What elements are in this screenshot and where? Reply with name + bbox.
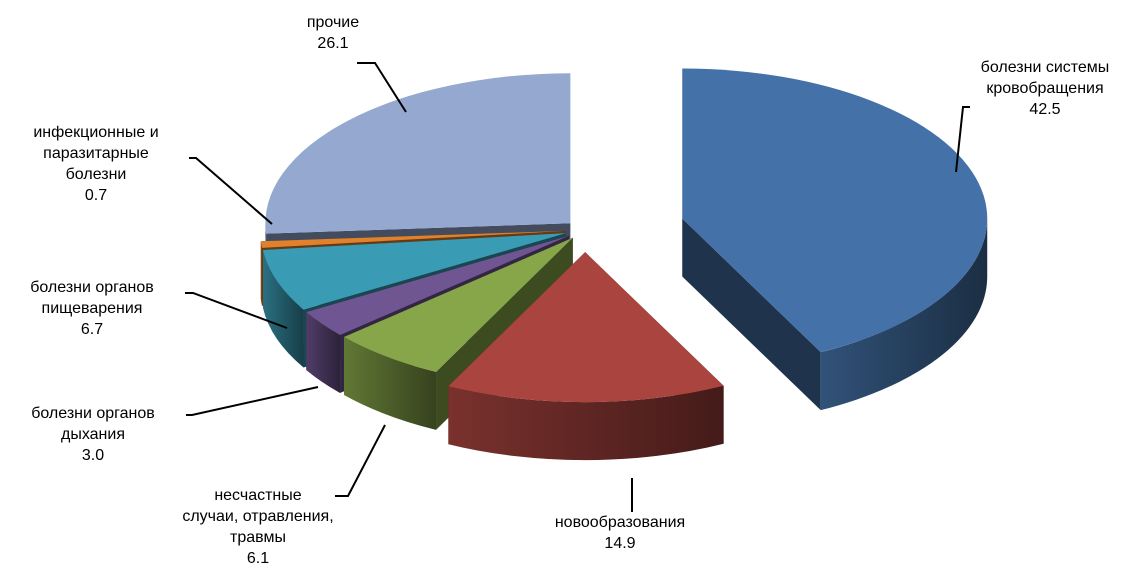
leader-line-2: [335, 424, 386, 497]
slice-name-line: паразитарные: [43, 145, 149, 162]
leader-line-6: [357, 62, 407, 113]
slice-label-4: болезни органов пищеварения 6.7: [30, 279, 288, 338]
slice-label-2: несчастные случаи, отравления, травмы 6.1: [182, 424, 386, 567]
slice-name-line: травмы: [230, 529, 286, 546]
slice-label-5: инфекционные и паразитарные болезни 0.7: [33, 124, 273, 225]
slice-name-line: пищеварения: [42, 300, 143, 317]
pie-slice-0: [682, 68, 988, 411]
slice-label-1: новообразования 14.9: [555, 478, 685, 552]
slice-value: 26.1: [317, 35, 348, 52]
slice-name-line: кровобращения: [986, 80, 1103, 97]
leader-line-3: [186, 386, 319, 416]
slice-name-line: прочие: [307, 14, 359, 31]
slice-name-line: болезни: [66, 166, 127, 183]
slice-name-line: случаи, отравления,: [182, 508, 333, 525]
slice-name-line: инфекционные и: [33, 124, 158, 141]
slice-value: 6.7: [81, 321, 103, 338]
slice-label-3: болезни органов дыхания 3.0: [31, 386, 319, 464]
leader-line-4: [185, 292, 288, 329]
slice-value: 14.9: [604, 535, 635, 552]
leader-line-5: [189, 157, 273, 225]
slice-name-line: болезни системы: [981, 59, 1110, 76]
slice-name-line: несчастные: [214, 487, 301, 504]
slice-name-line: болезни органов: [31, 405, 155, 422]
leader-line-0: [955, 106, 970, 173]
slice-value: 6.1: [247, 550, 269, 567]
pie-slice-1: [448, 252, 724, 461]
slice-value: 3.0: [82, 447, 104, 464]
slice-name-line: дыхания: [61, 426, 125, 443]
slice-label-6: прочие 26.1: [307, 14, 407, 113]
slice-name-line: болезни органов: [30, 279, 154, 296]
slice-name-line: новообразования: [555, 514, 685, 531]
slice-label-0: болезни системы кровобращения 42.5: [955, 59, 1110, 173]
slice-value: 0.7: [85, 187, 107, 204]
slice-value: 42.5: [1029, 101, 1060, 118]
